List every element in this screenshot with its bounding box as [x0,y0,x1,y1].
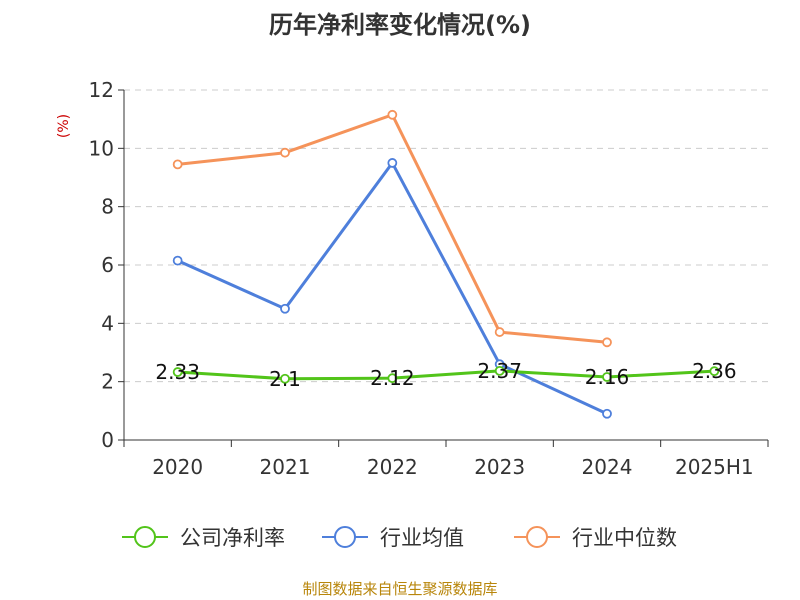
data-point [172,367,183,377]
x-tick-label: 2025H1 [675,455,754,479]
data-label: 2.33 [155,360,200,384]
y-tick-label: 8 [101,195,114,219]
data-label: 2.36 [692,359,737,383]
chart-title: 历年净利率变化情况(%) [269,11,531,39]
y-tick-label: 4 [101,311,114,335]
data-point [280,303,290,314]
legend-label: 行业均值 [380,526,464,550]
data-label: 2.12 [370,366,415,390]
data-labels: 2.33 2.1 2.12 2.37 2.16 2.36 [155,359,736,391]
data-label: 2.16 [585,365,630,389]
legend-marker [134,526,156,548]
x-tick-label: 2023 [474,455,525,479]
legend-marker [334,526,356,548]
data-point [172,255,183,266]
data-point [172,159,183,170]
x-tick-label: 2021 [260,455,311,479]
x-tick-label: 2022 [367,455,418,479]
data-point [494,327,505,337]
legend-marker [526,526,548,548]
data-label: 2.37 [477,359,522,383]
y-axis-unit-label: (%) [56,114,72,138]
data-point [387,158,398,168]
x-tick-label: 2024 [582,455,633,479]
y-tick-label: 0 [101,428,114,452]
series-lines [172,109,720,419]
legend: 公司净利率 行业均值 行业中位数 [122,526,677,550]
axes: 0 2 4 6 8 10 12 2020 2021 2022 2023 2024 2025H1 [89,78,769,479]
y-tick-label: 6 [101,253,114,277]
source-note: 制图数据来自恒生聚源数据库 [302,580,497,598]
data-point [602,408,612,419]
data-point [709,366,720,377]
data-point [387,109,398,120]
legend-label: 公司净利率 [180,526,285,550]
data-point [602,337,612,348]
data-point [280,147,290,158]
data-point [494,365,505,376]
legend-label: 行业中位数 [572,526,677,550]
x-tick-label: 2020 [152,455,203,479]
series-line [177,113,608,344]
y-tick-label: 12 [89,78,114,102]
data-point [387,373,398,384]
data-point [280,373,290,384]
data-point [602,372,612,382]
y-tick-label: 10 [89,136,114,160]
y-tick-label: 2 [101,370,114,394]
grid-lines [124,89,768,383]
data-label: 2.1 [269,367,301,391]
series-line [177,369,715,381]
